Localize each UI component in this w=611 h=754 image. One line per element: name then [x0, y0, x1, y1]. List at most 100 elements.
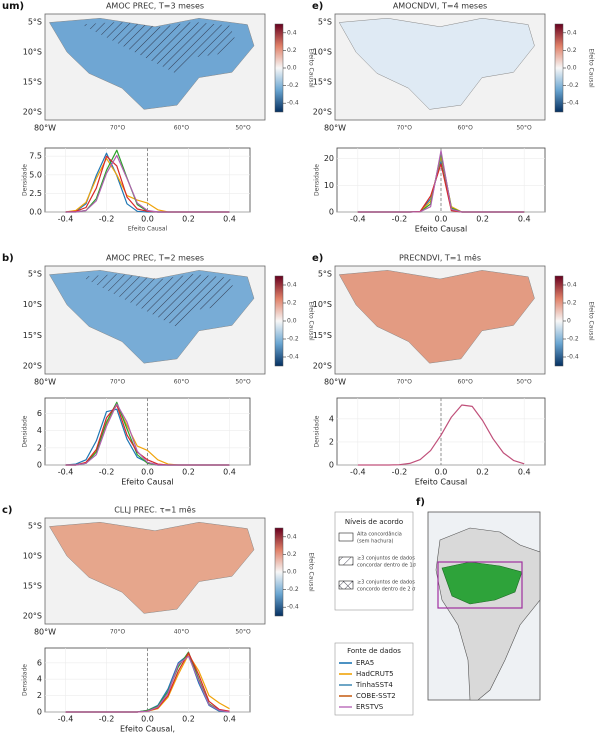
colorbar [274, 527, 284, 617]
x-axis-label: Efeito Causal [415, 478, 467, 487]
map-title: CLLJ PREC. τ=1 mês [114, 505, 196, 515]
lat-label: 10°S [23, 552, 42, 561]
y-axis-label: Densidade [22, 664, 29, 696]
colorbar-label: Efeito Causal [588, 48, 595, 88]
lat-label: 15°S [23, 78, 42, 87]
lat-label: 15°S [23, 331, 42, 340]
x-axis-label: Efeito Causal [128, 226, 168, 233]
lat-label: 10°S [313, 300, 332, 309]
y-tick-label: 20 [324, 154, 334, 163]
lat-label: 5°S [318, 18, 332, 27]
colorbar-tick-label: 0.4 [567, 29, 577, 36]
lat-label: 5°S [318, 270, 332, 279]
lon-label: 80°W [34, 378, 56, 387]
colorbar-tick-label: -0.4 [287, 354, 299, 361]
x-tick-label: -0.4 [58, 715, 74, 724]
colorbar-tick-label: -0.2 [287, 82, 299, 89]
x-tick-label: 0.0 [435, 468, 448, 477]
lat-label: 15°S [313, 78, 332, 87]
lat-label: 10°S [23, 48, 42, 57]
x-tick-label: 0.2 [182, 215, 195, 224]
colorbar-tick-label: 0.0 [287, 65, 297, 72]
x-tick-label: -0.4 [350, 215, 366, 224]
legend-label: TinhaSST4 [355, 681, 393, 689]
lat-label: 20°S [23, 612, 42, 621]
y-tick-label: 2 [37, 443, 42, 452]
legend-box [334, 642, 414, 716]
y-tick-label: 2 [329, 437, 334, 446]
lon-label: 70°O [110, 629, 126, 636]
y-axis-label: Densidade [22, 164, 29, 196]
lon-label: 50°O [235, 379, 251, 386]
colorbar-tick-label: -0.4 [567, 354, 579, 361]
legend-title: Níveis de acordo [345, 518, 403, 526]
x-tick-label: 0.4 [223, 468, 236, 477]
map-title: PRECNDVI, T=1 mês [399, 253, 481, 263]
x-tick-label: 0.0 [141, 715, 154, 724]
lon-label: 50°O [516, 379, 532, 386]
panel-label: f) [416, 497, 425, 508]
x-tick-label: 0.2 [476, 468, 489, 477]
x-tick-label: 0.4 [223, 215, 236, 224]
map-title: AMOC PREC, T=3 meses [106, 2, 204, 11]
colorbar-tick-label: 0.4 [567, 282, 577, 289]
legend-title: Fonte de dados [347, 647, 401, 655]
x-axis-label: Efeito Causal [121, 478, 173, 487]
y-tick-label: 0 [37, 461, 42, 470]
x-tick-label: -0.2 [392, 215, 408, 224]
lon-label: 60°O [174, 379, 190, 386]
x-tick-label: 0.4 [518, 215, 531, 224]
x-tick-label: -0.2 [99, 215, 115, 224]
x-axis-label: Efeito Causal [415, 225, 467, 234]
y-axis-label: Densidade [314, 415, 321, 447]
x-tick-label: 0.2 [182, 468, 195, 477]
x-tick-label: 0.4 [518, 468, 531, 477]
y-tick-label: 0 [37, 708, 42, 717]
colorbar-tick-label: -0.4 [287, 100, 299, 107]
panel-label: b) [2, 253, 14, 264]
x-tick-label: 0.0 [141, 468, 154, 477]
colorbar-tick-label: 0.0 [287, 569, 297, 576]
lat-label: 20°S [313, 362, 332, 371]
x-tick-label: -0.4 [350, 468, 366, 477]
colorbar [274, 23, 284, 113]
colorbar [554, 275, 564, 367]
colorbar-tick-label: 0.4 [287, 29, 297, 36]
colorbar [274, 275, 284, 367]
y-tick-label: 0 [329, 461, 334, 470]
map-hatching [81, 273, 235, 328]
legend-label: concordo dentro de 2 σ [357, 587, 416, 593]
legend-label: ≥3 conjuntos de dados [357, 556, 415, 562]
density-line [65, 154, 230, 213]
panel-label: e) [312, 253, 323, 264]
colorbar-label: Efeito Causal [588, 301, 595, 341]
x-tick-label: 0.0 [435, 215, 448, 224]
colorbar-tick-label: 0.2 [287, 551, 297, 558]
colorbar-tick-label: -0.2 [287, 336, 299, 343]
lat-label: 10°S [313, 48, 332, 57]
y-tick-label: 0.0 [29, 208, 42, 217]
inset-map [427, 511, 541, 701]
x-tick-label: -0.2 [99, 715, 115, 724]
y-tick-label: 10 [324, 181, 334, 190]
lon-label: 70°O [110, 125, 126, 132]
y-axis-label: Densidade [314, 164, 321, 196]
lon-label: 50°O [235, 125, 251, 132]
legend-label: COBE-SST2 [356, 692, 396, 700]
colorbar-tick-label: 0.0 [567, 65, 577, 72]
x-axis-label: Efeito Causal, [120, 725, 175, 734]
legend-label: (sem hachura) [357, 539, 394, 545]
density-line [65, 403, 230, 466]
lon-label: 70°O [397, 125, 413, 132]
x-tick-label: -0.4 [58, 468, 74, 477]
legend-label: concordar dentro de 1σ [357, 563, 417, 569]
x-tick-label: -0.4 [58, 215, 74, 224]
map-title: AMOC PREC, T=2 meses [106, 254, 204, 263]
y-axis-label: Densidade [22, 415, 29, 447]
map-hatching [81, 21, 235, 74]
lat-label: 20°S [23, 108, 42, 117]
lat-label: 10°S [23, 300, 42, 309]
lon-label: 60°O [458, 125, 474, 132]
colorbar-label: Efeito Causal [308, 552, 315, 592]
